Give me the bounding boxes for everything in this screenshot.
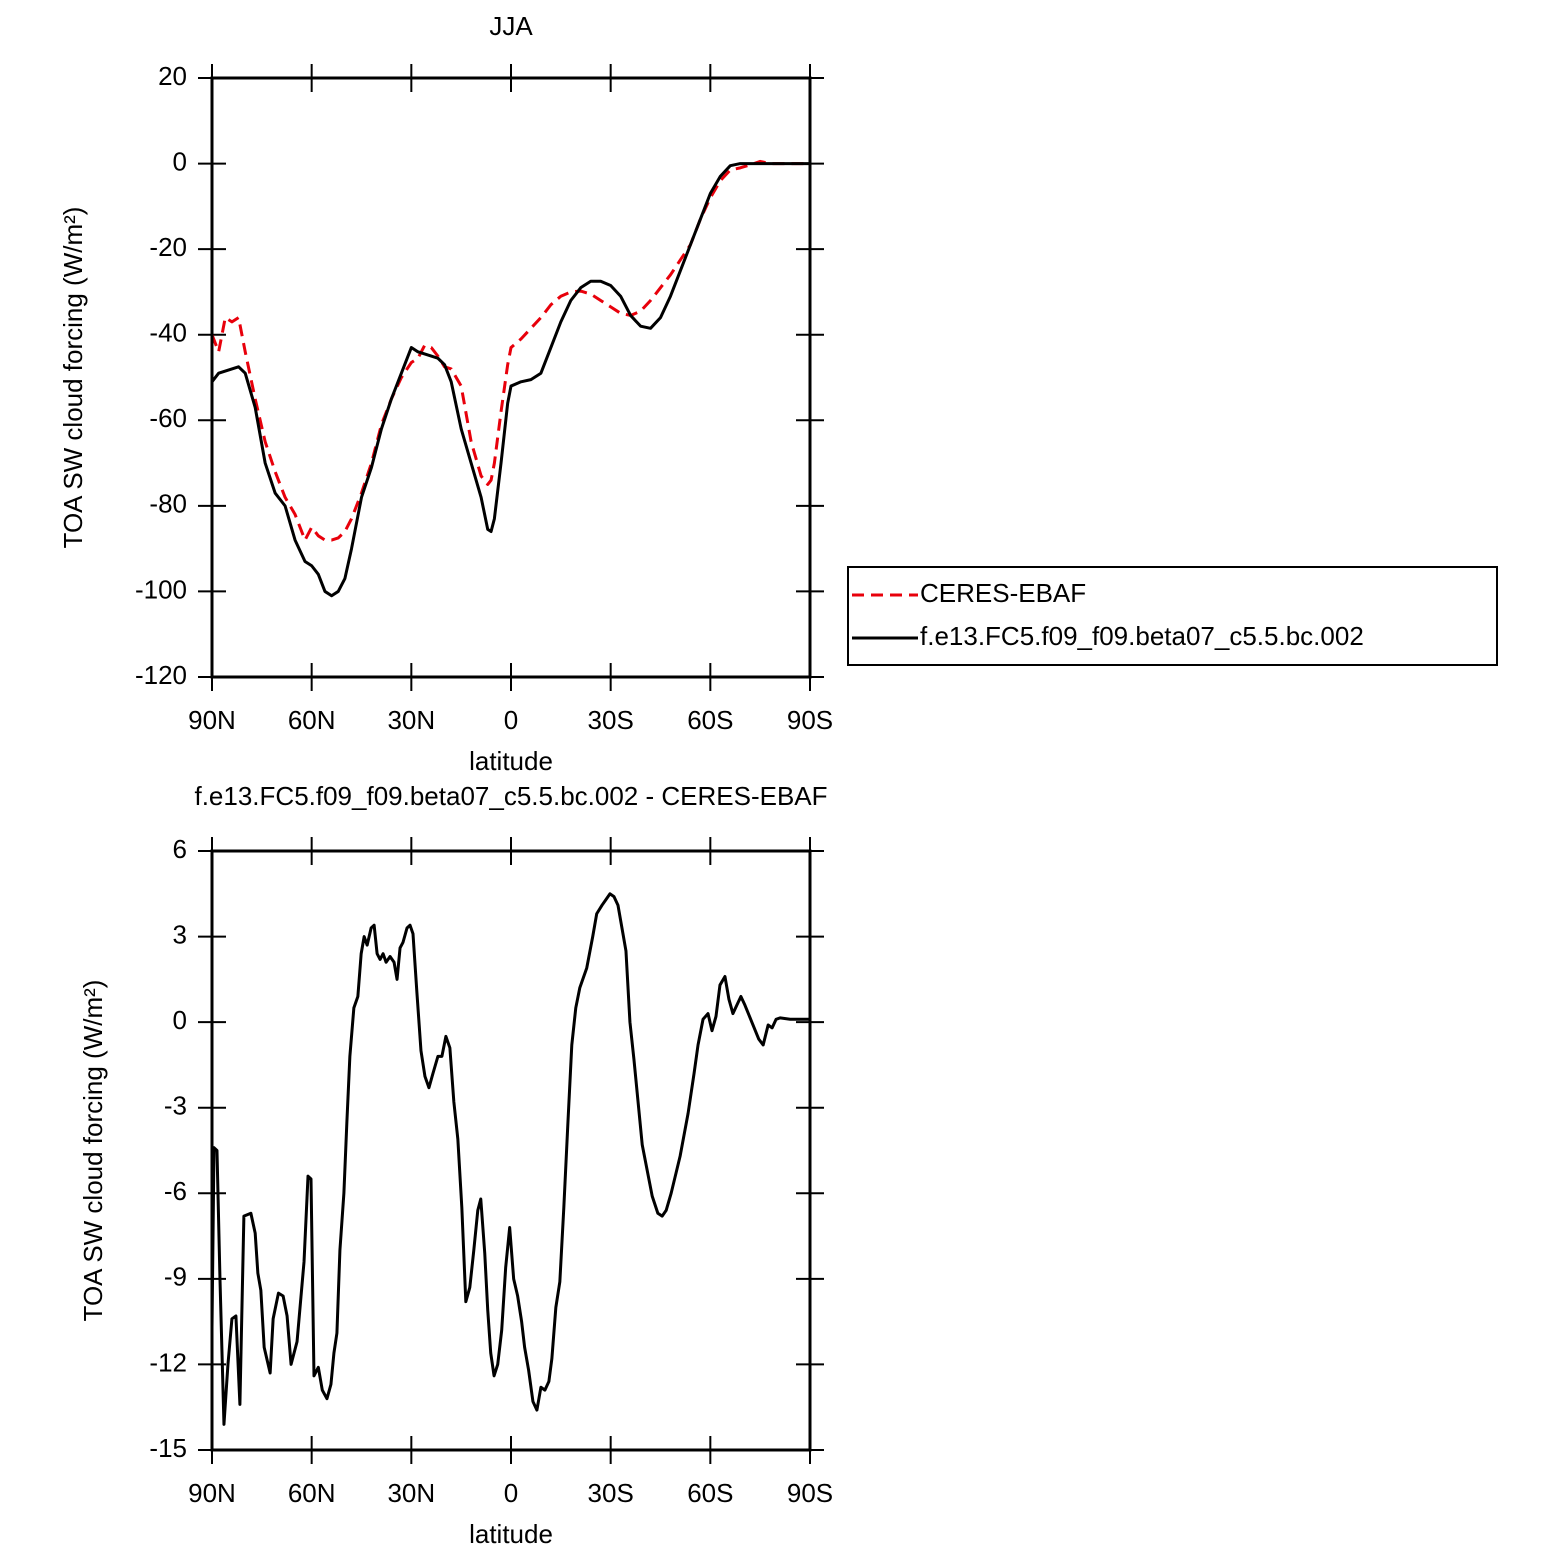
y-tick-label: -80	[149, 489, 187, 519]
y-tick-label: 3	[173, 919, 187, 949]
y-tick-label: -9	[164, 1262, 187, 1292]
legend-label: f.e13.FC5.f09_f09.beta07_c5.5.bc.002	[920, 621, 1364, 651]
x-axis-label: latitude	[469, 746, 553, 776]
plot-frame	[210, 76, 812, 679]
x-tick-label: 30S	[588, 705, 634, 735]
legend-label: CERES-EBAF	[920, 578, 1086, 608]
plot-frame	[210, 849, 812, 1452]
y-tick-label: 20	[158, 61, 187, 91]
y-tick-label: -100	[135, 574, 187, 604]
legend-box	[847, 566, 1498, 666]
x-axis-label: latitude	[469, 1519, 553, 1549]
y-axis-label: TOA SW cloud forcing (W/m²)	[58, 207, 88, 549]
y-tick-label: 0	[173, 1005, 187, 1035]
x-tick-label: 60N	[288, 1478, 336, 1508]
x-tick-label: 0	[504, 1478, 518, 1508]
y-tick-label: 6	[173, 834, 187, 864]
x-tick-label: 0	[504, 705, 518, 735]
x-tick-label: 90S	[787, 705, 833, 735]
data-line	[210, 159, 810, 542]
y-tick-label: -3	[164, 1091, 187, 1121]
data-line	[210, 162, 810, 598]
chart-title: f.e13.FC5.f09_f09.beta07_c5.5.bc.002 - C…	[194, 781, 827, 811]
x-tick-label: 90N	[188, 705, 236, 735]
chart-title: JJA	[489, 11, 533, 41]
y-tick-label: -40	[149, 318, 187, 348]
x-tick-label: 90S	[787, 1478, 833, 1508]
x-tick-label: 30N	[387, 705, 435, 735]
x-tick-label: 60N	[288, 705, 336, 735]
x-tick-label: 60S	[687, 705, 733, 735]
x-tick-label: 90N	[188, 1478, 236, 1508]
y-tick-label: -6	[164, 1176, 187, 1206]
data-line	[210, 892, 810, 1426]
y-tick-label: -120	[135, 660, 187, 690]
x-tick-label: 60S	[687, 1478, 733, 1508]
y-tick-label: -15	[149, 1433, 187, 1463]
y-tick-label: -60	[149, 403, 187, 433]
y-tick-label: 0	[173, 146, 187, 176]
y-tick-label: -20	[149, 232, 187, 262]
y-axis-label: TOA SW cloud forcing (W/m²)	[78, 980, 108, 1322]
x-tick-label: 30S	[588, 1478, 634, 1508]
x-tick-label: 30N	[387, 1478, 435, 1508]
y-tick-label: -12	[149, 1347, 187, 1377]
